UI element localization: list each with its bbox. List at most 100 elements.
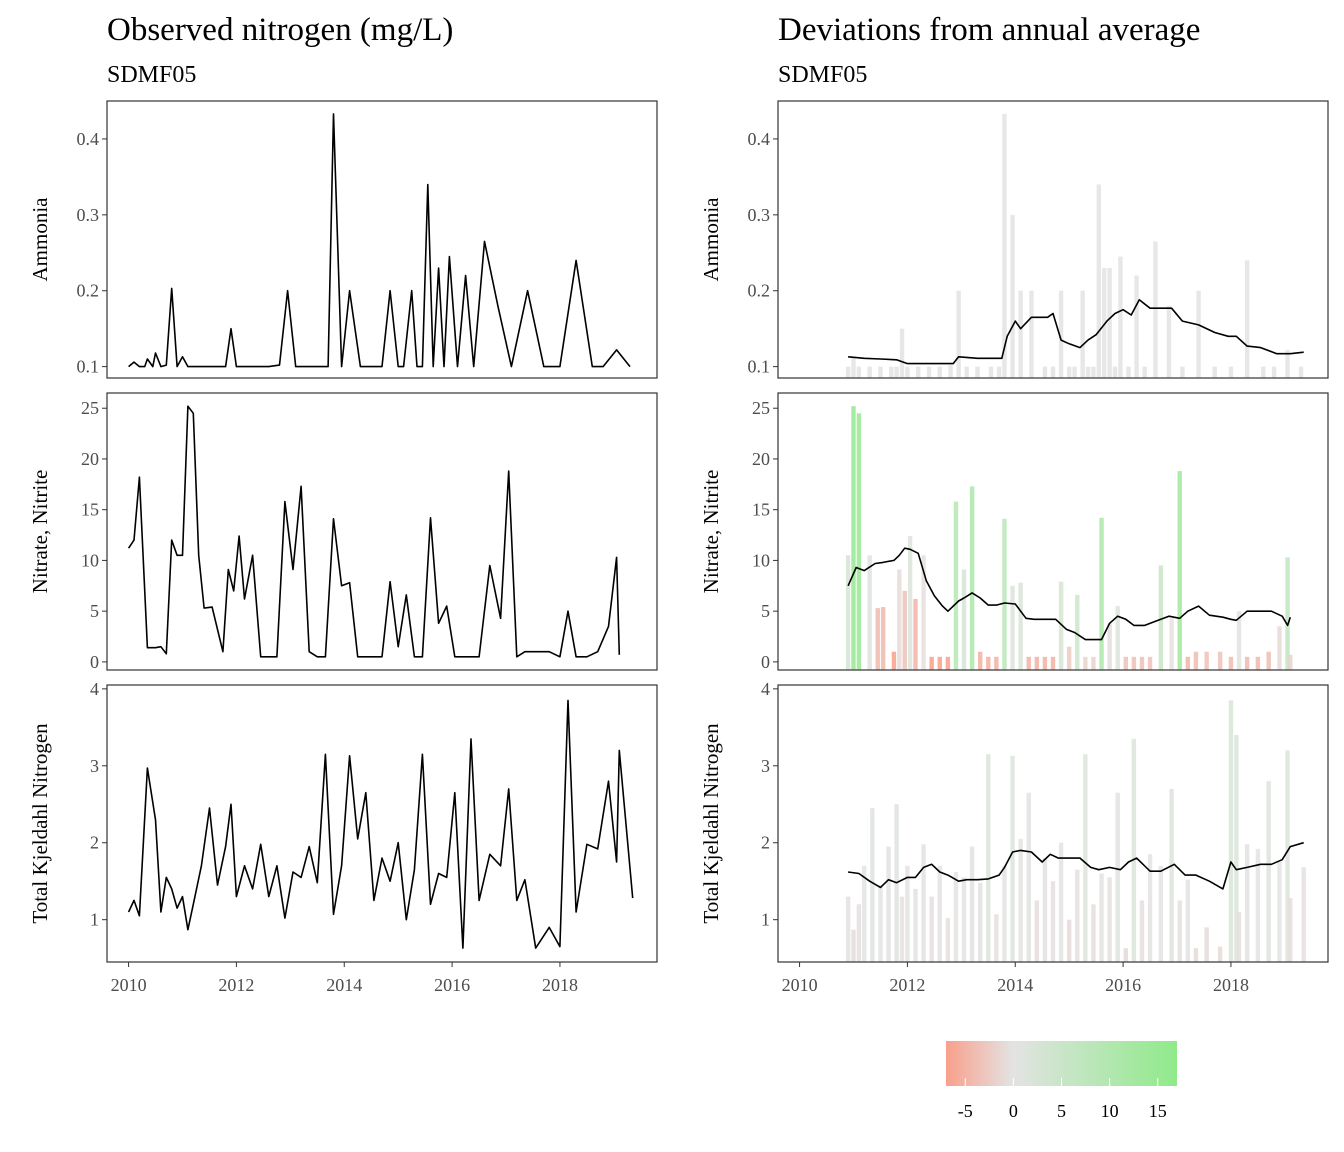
panel-frame xyxy=(106,392,658,671)
y-tick-label: 4 xyxy=(90,679,99,699)
bar xyxy=(1217,946,1223,962)
x-tick-label: 2018 xyxy=(542,975,578,995)
y-tick-label: 0.2 xyxy=(77,281,100,301)
bar xyxy=(1075,869,1080,962)
bar xyxy=(937,865,942,962)
bar xyxy=(1193,651,1199,670)
bar xyxy=(1261,366,1266,378)
bar xyxy=(1042,858,1048,962)
bar xyxy=(1058,581,1064,670)
bar xyxy=(1091,366,1096,378)
bar xyxy=(1042,366,1048,378)
left-chart-subtitle: SDMF05 xyxy=(107,62,196,88)
bar xyxy=(937,656,942,670)
bar xyxy=(1153,241,1158,378)
bar xyxy=(1099,873,1104,962)
bar xyxy=(1266,651,1271,670)
y-axis-label: Ammonia xyxy=(28,197,52,282)
bar xyxy=(1018,290,1023,378)
y-tick-label: 0 xyxy=(90,652,99,672)
bar xyxy=(1255,656,1261,670)
bar xyxy=(1115,792,1120,962)
y-tick-label: 3 xyxy=(761,756,770,776)
legend-tick-label: 5 xyxy=(1057,1101,1066,1121)
bar xyxy=(978,651,983,670)
bar xyxy=(1193,948,1199,962)
bar xyxy=(1066,646,1072,670)
bar xyxy=(870,808,875,962)
y-tick-label: 25 xyxy=(752,398,770,418)
bar xyxy=(1026,656,1031,670)
y-tick-label: 0.1 xyxy=(77,357,100,377)
bar xyxy=(1271,366,1277,378)
legend-tick-label: 0 xyxy=(1009,1101,1018,1121)
bar xyxy=(945,918,951,962)
y-axis-label: Nitrate, Nitrite xyxy=(699,470,723,594)
bar xyxy=(1050,366,1056,378)
bar xyxy=(1018,582,1023,670)
bar xyxy=(1285,750,1290,962)
bar xyxy=(921,844,926,962)
legend-tick-label: -5 xyxy=(958,1101,973,1121)
bar xyxy=(1131,738,1137,962)
bar xyxy=(1298,366,1304,378)
bar xyxy=(996,366,1002,378)
y-tick-label: 0.3 xyxy=(77,205,100,225)
bar xyxy=(891,651,897,670)
bar xyxy=(902,590,907,670)
bar xyxy=(1234,735,1239,962)
bar xyxy=(1107,623,1112,670)
y-axis-label: Nitrate, Nitrite xyxy=(28,470,52,594)
y-tick-label: 0.4 xyxy=(748,129,771,149)
bar xyxy=(1177,900,1182,962)
bar xyxy=(1115,606,1120,670)
bar xyxy=(907,536,913,670)
bar xyxy=(1083,754,1088,962)
bar xyxy=(1204,651,1209,670)
bar xyxy=(953,501,959,670)
bar xyxy=(1131,656,1137,670)
bar xyxy=(1091,904,1096,962)
y-tick-label: 25 xyxy=(81,398,99,418)
bar xyxy=(1158,565,1164,670)
y-tick-label: 0.3 xyxy=(748,205,771,225)
bar xyxy=(1169,618,1174,670)
bar xyxy=(1147,854,1153,962)
bar xyxy=(1228,656,1234,670)
x-tick-label: 2018 xyxy=(1213,975,1249,995)
bar xyxy=(1288,654,1293,670)
bar xyxy=(867,555,872,670)
bar xyxy=(1285,349,1290,378)
bar xyxy=(889,366,894,378)
y-tick-label: 2 xyxy=(90,833,99,853)
bar xyxy=(1072,366,1077,378)
y-tick-label: 1 xyxy=(90,910,99,930)
bar xyxy=(1285,557,1290,670)
bar xyxy=(986,656,991,670)
bar xyxy=(1002,113,1007,378)
y-tick-label: 10 xyxy=(81,550,99,570)
bar xyxy=(899,328,905,378)
bar xyxy=(1107,267,1112,378)
bar xyxy=(913,598,918,670)
right-panel-3: 1 2 3 4 Total Kjeldahl Nitrogen xyxy=(699,679,1329,963)
bar xyxy=(988,366,994,378)
left-chart-title: Observed nitrogen (mg/L) xyxy=(107,12,453,48)
bar xyxy=(880,607,886,670)
bar xyxy=(1158,865,1164,962)
color-legend: -5 0 5 10 15 xyxy=(946,1041,1177,1121)
bar xyxy=(1244,656,1250,670)
bar xyxy=(851,406,856,670)
trend-line xyxy=(848,298,1304,365)
series-line xyxy=(127,699,634,949)
bar xyxy=(978,882,983,962)
bar xyxy=(1010,585,1015,670)
bar xyxy=(961,877,967,962)
bar xyxy=(1126,366,1131,378)
bar xyxy=(1058,290,1064,378)
bar xyxy=(1034,900,1040,962)
bar xyxy=(856,413,862,670)
bar xyxy=(886,846,891,962)
bar xyxy=(986,754,991,962)
